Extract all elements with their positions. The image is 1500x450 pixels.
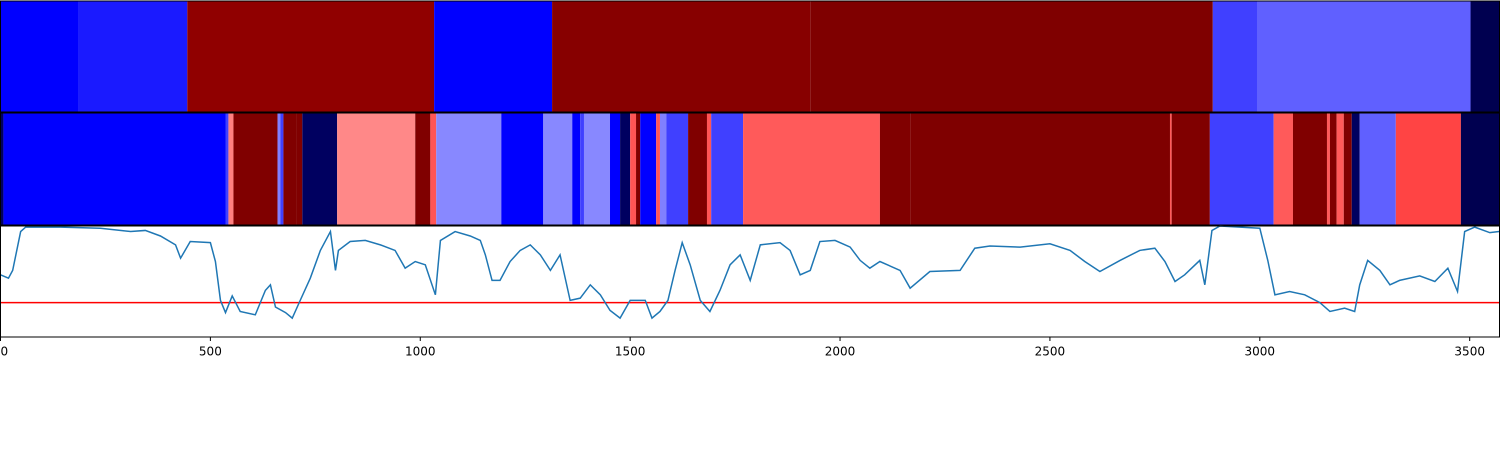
segment [1351, 113, 1360, 225]
segment [434, 1, 553, 112]
segment [580, 113, 584, 225]
x-tick-label: 1000 [405, 345, 436, 359]
segment [280, 113, 284, 225]
segment [706, 113, 712, 225]
segment [583, 113, 611, 225]
segment [659, 113, 667, 225]
segment [1171, 113, 1210, 225]
x-tick-label: 1500 [615, 345, 646, 359]
segment [78, 1, 188, 112]
segment [1395, 113, 1461, 225]
x-tick-label: 2000 [825, 345, 856, 359]
segment [910, 113, 1170, 225]
segment [572, 113, 581, 225]
x-tick-label: 3000 [1245, 345, 1276, 359]
segment [810, 1, 1213, 112]
segment [302, 113, 338, 225]
segment [636, 113, 641, 225]
segment [225, 113, 229, 225]
segment [415, 113, 431, 225]
segment [296, 113, 303, 225]
segment [711, 113, 744, 225]
segment [630, 113, 637, 225]
segment [501, 113, 544, 225]
segment [1169, 113, 1172, 225]
segment [1326, 113, 1330, 225]
segment [743, 113, 880, 225]
segment [1470, 1, 1500, 112]
segment [620, 113, 631, 225]
segment [1460, 113, 1500, 225]
segment [552, 1, 811, 112]
segment [228, 113, 234, 225]
segment [1212, 1, 1258, 112]
segment [1359, 113, 1396, 225]
segment [688, 113, 707, 225]
segment [0, 113, 4, 225]
segment [610, 113, 621, 225]
x-tick-label: 3500 [1454, 345, 1485, 359]
segment [436, 113, 502, 225]
segment [1343, 113, 1352, 225]
segment [277, 113, 281, 225]
segment [1209, 113, 1274, 225]
x-tick-label: 0 [1, 345, 9, 359]
segment [879, 113, 911, 225]
segment [337, 113, 416, 225]
line [0, 225, 1500, 320]
segment [1329, 113, 1337, 225]
segment [430, 113, 437, 225]
segment [1292, 113, 1327, 225]
segment [0, 1, 79, 112]
segment [187, 1, 435, 112]
segment [640, 113, 657, 225]
x-tick-label: 2500 [1035, 345, 1066, 359]
segment [666, 113, 689, 225]
segment [1336, 113, 1344, 225]
x-tick-label: 500 [199, 345, 222, 359]
segment [656, 113, 660, 225]
segment [1257, 1, 1471, 112]
segment [283, 113, 297, 225]
segment [233, 113, 278, 225]
segment [1273, 113, 1293, 225]
segment [3, 113, 226, 225]
segment [543, 113, 573, 225]
